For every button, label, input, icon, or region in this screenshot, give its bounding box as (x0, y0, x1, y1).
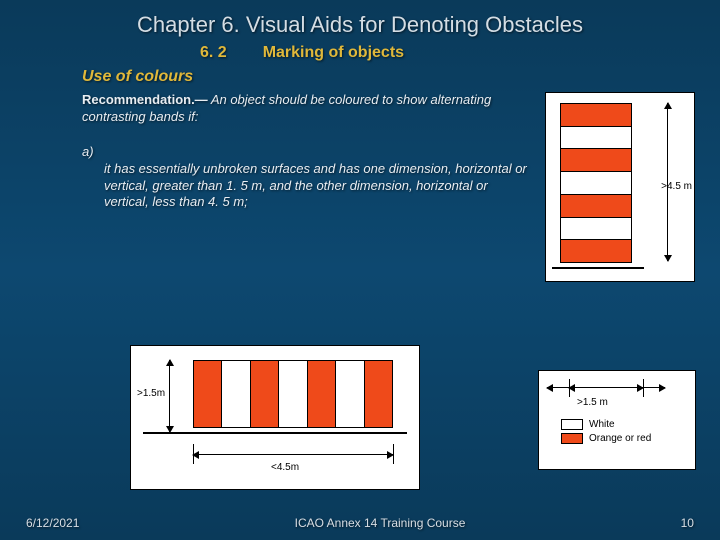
band-white (561, 126, 631, 149)
legend-white-label: White (589, 419, 615, 430)
band-white (561, 217, 631, 240)
clause-a-body: it has essentially unbroken surfaces and… (82, 161, 528, 212)
slide-footer: 6/12/2021 ICAO Annex 14 Training Course … (0, 516, 720, 530)
band-orange (364, 361, 392, 427)
width-dimension-label: <4.5m (271, 462, 299, 473)
footer-page: 10 (681, 516, 694, 530)
vertical-tower-bands (560, 103, 632, 263)
band-white (278, 361, 306, 427)
recommendation-lead: Recommendation.— (82, 92, 208, 107)
band-white (221, 361, 249, 427)
legend-row-orange: Orange or red (561, 433, 651, 444)
swatch-white (561, 419, 583, 430)
tower-width-arrow (569, 387, 643, 388)
section-number: 6. 2 (200, 44, 227, 62)
band-orange (561, 104, 631, 126)
figure-tower-width-and-legend: >1.5 m White Orange or red (538, 370, 696, 470)
section-header-row: 6. 2 Marking of objects (0, 44, 720, 62)
footer-date: 6/12/2021 (26, 516, 79, 530)
band-orange (194, 361, 221, 427)
footer-course: ICAO Annex 14 Training Course (295, 516, 466, 530)
width-tick-right (643, 379, 644, 397)
legend-row-white: White (561, 419, 651, 430)
band-orange (250, 361, 278, 427)
band-orange (561, 148, 631, 171)
band-white (335, 361, 363, 427)
width-arrow-outer-left (547, 387, 569, 388)
recommendation-paragraph: Recommendation.— An object should be col… (82, 92, 528, 126)
ground-line (143, 432, 407, 434)
figure-horizontal-fence: >1.5m <4.5m (130, 345, 420, 490)
height-dimension-label: >1.5m (137, 388, 165, 399)
clause-a-lead: a) (82, 144, 94, 159)
clause-a: a) it has essentially unbroken surfaces … (82, 144, 528, 212)
use-of-colours-heading: Use of colours (0, 62, 720, 92)
swatch-orange (561, 433, 583, 444)
width-arrow-outer-right (643, 387, 665, 388)
band-orange (307, 361, 335, 427)
figure-vertical-tower: >4.5 m (545, 92, 695, 282)
chapter-title: Chapter 6. Visual Aids for Denoting Obst… (0, 0, 720, 44)
legend-orange-label: Orange or red (589, 433, 651, 444)
band-orange (561, 239, 631, 262)
color-legend: White Orange or red (561, 419, 651, 447)
vertical-dimension-label: >4.5 m (661, 181, 692, 192)
height-dimension-arrow (169, 360, 170, 432)
tower-width-label: >1.5 m (577, 397, 608, 408)
ground-line (552, 267, 644, 269)
band-orange (561, 194, 631, 217)
horizontal-fence-bands (193, 360, 393, 428)
section-name: Marking of objects (263, 44, 404, 62)
band-white (561, 171, 631, 194)
width-dimension-arrow (193, 454, 393, 455)
